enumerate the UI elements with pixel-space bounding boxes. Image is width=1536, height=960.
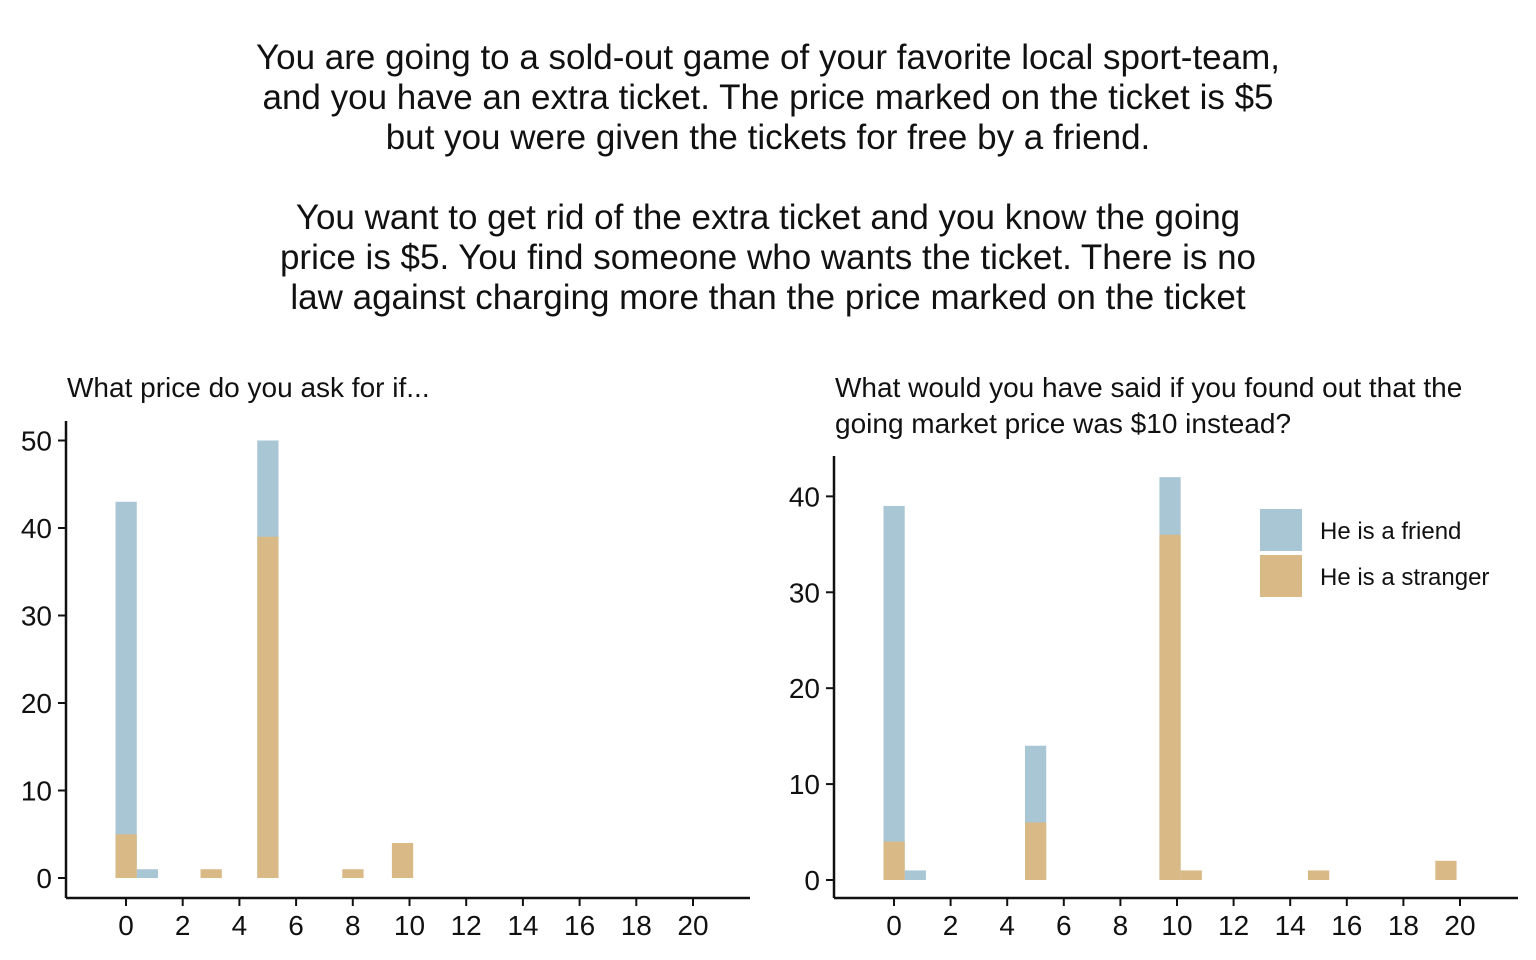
y-tick-label: 30 <box>789 577 820 608</box>
scenario-line: and you have an extra ticket. The price … <box>262 78 1274 117</box>
x-tick-label: 6 <box>1056 910 1072 941</box>
y-tick-label: 10 <box>789 769 820 800</box>
x-tick-label: 0 <box>118 910 134 941</box>
histogram-bar <box>1025 822 1047 880</box>
x-tick-label: 18 <box>621 910 652 941</box>
histogram-bar <box>136 869 159 878</box>
x-tick-label: 4 <box>999 910 1015 941</box>
y-tick-label: 0 <box>36 863 52 894</box>
x-tick-label: 20 <box>677 910 708 941</box>
x-tick-label: 0 <box>886 910 902 941</box>
y-tick-label: 30 <box>21 601 52 632</box>
histogram-bar <box>200 869 222 878</box>
legend-swatch <box>1260 509 1302 551</box>
x-tick-label: 20 <box>1444 910 1475 941</box>
histogram-bar <box>904 870 926 880</box>
y-tick-label: 10 <box>21 776 52 807</box>
x-tick-label: 12 <box>1218 910 1249 941</box>
histogram-bar <box>1308 870 1330 880</box>
histogram-bar <box>115 834 137 878</box>
y-tick-label: 0 <box>804 865 820 896</box>
scenario-text: You are going to a sold-out game of your… <box>0 38 1536 318</box>
y-tick-label: 50 <box>21 426 52 457</box>
scenario-line: You want to get rid of the extra ticket … <box>295 198 1241 237</box>
histogram-bar <box>257 536 279 878</box>
left-panel-title: What price do you ask for if... <box>67 372 430 403</box>
scenario-paragraph-1: You are going to a sold-out game of your… <box>0 38 1536 158</box>
histogram-bar <box>342 869 364 878</box>
x-tick-label: 8 <box>345 910 361 941</box>
y-tick-label: 20 <box>21 688 52 719</box>
right-panel-title: What would you have said if you found ou… <box>835 372 1463 439</box>
x-tick-label: 16 <box>564 910 595 941</box>
x-tick-label: 16 <box>1331 910 1362 941</box>
x-tick-label: 4 <box>232 910 248 941</box>
x-tick-label: 10 <box>394 910 425 941</box>
y-tick-label: 40 <box>21 513 52 544</box>
scenario-line: law against charging more than the price… <box>290 278 1246 317</box>
scenario-line: but you were given the tickets for free … <box>385 118 1151 157</box>
y-tick-label: 20 <box>789 673 820 704</box>
x-tick-label: 6 <box>288 910 304 941</box>
legend-label: He is a friend <box>1320 518 1461 545</box>
legend-label: He is a stranger <box>1320 564 1489 591</box>
scenario-line: price is $5. You find someone who wants … <box>279 238 1257 277</box>
scenario-line: You are going to a sold-out game of your… <box>255 38 1280 77</box>
x-tick-label: 8 <box>1113 910 1129 941</box>
x-tick-label: 12 <box>451 910 482 941</box>
histogram-bar <box>1180 870 1202 880</box>
scenario-paragraph-2: You want to get rid of the extra ticket … <box>0 198 1536 318</box>
histogram-bar <box>115 501 137 878</box>
x-tick-label: 14 <box>1275 910 1306 941</box>
legend-swatch <box>1260 555 1302 597</box>
x-tick-label: 2 <box>943 910 959 941</box>
histogram-bar <box>883 505 905 880</box>
x-tick-label: 10 <box>1161 910 1192 941</box>
histogram-bar <box>1435 860 1457 880</box>
y-tick-label: 40 <box>789 481 820 512</box>
histogram-bar <box>391 843 414 878</box>
histogram-bar <box>883 841 905 880</box>
x-tick-label: 18 <box>1388 910 1419 941</box>
x-tick-label: 14 <box>507 910 538 941</box>
x-tick-label: 2 <box>175 910 191 941</box>
histogram-bar <box>1159 534 1181 880</box>
